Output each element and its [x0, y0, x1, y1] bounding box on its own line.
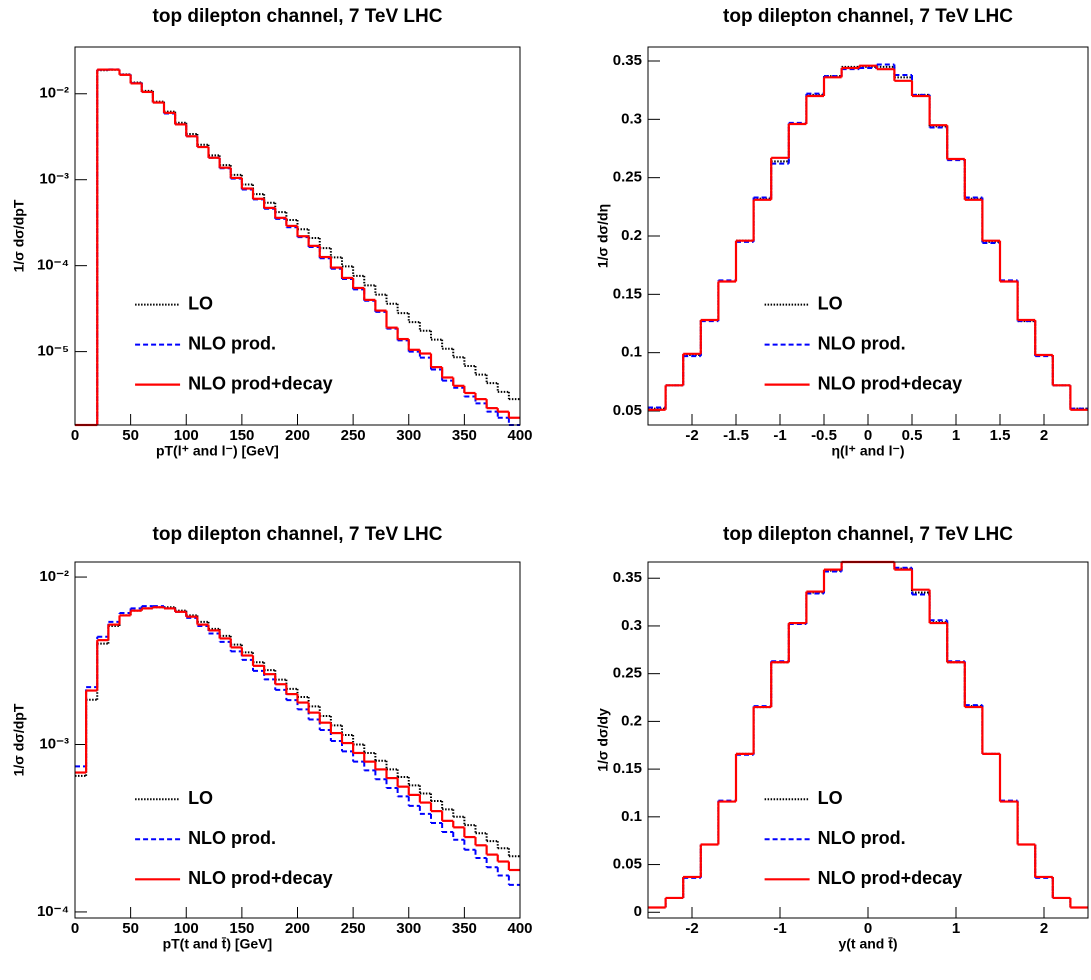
y-tick-label: 0.05 — [613, 856, 642, 873]
legend-label: NLO prod. — [188, 333, 276, 353]
x-tick-label: 350 — [452, 920, 477, 937]
x-tick-label: 50 — [122, 427, 139, 444]
x-tick-label: 1 — [952, 920, 960, 937]
y-tick-label: 0.2 — [621, 227, 642, 244]
y-axis-label: 1/σ dσ/dy — [595, 708, 611, 772]
y-axis-label: 1/σ dσ/dpT — [11, 703, 27, 776]
x-tick-label: -1 — [773, 427, 786, 444]
x-tick-label: 300 — [396, 427, 421, 444]
x-tick-label: 2 — [1040, 427, 1048, 444]
x-axis-label: pT(l⁺ and l⁻) [GeV] — [156, 443, 279, 459]
x-tick-label: 400 — [507, 920, 532, 937]
x-tick-label: 300 — [396, 920, 421, 937]
y-tick-label: 0 — [634, 903, 642, 920]
x-tick-label: 150 — [229, 427, 254, 444]
y-tick-label: 10⁻³ — [39, 735, 69, 752]
x-tick-label: 50 — [122, 920, 139, 937]
chart-title: top dilepton channel, 7 TeV LHC — [153, 524, 443, 545]
x-tick-label: 250 — [341, 920, 366, 937]
y-tick-label: 0.3 — [621, 617, 642, 634]
legend-label: NLO prod. — [818, 333, 906, 353]
x-tick-label: 0.5 — [902, 427, 923, 444]
plot-frame — [647, 46, 1089, 426]
y-tick-label: 10⁻³ — [39, 171, 69, 188]
x-tick-label: 150 — [229, 920, 254, 937]
y-tick-label: 0.05 — [613, 402, 642, 419]
chart-title: top dilepton channel, 7 TeV LHC — [723, 524, 1013, 545]
x-tick-label: 0 — [71, 920, 79, 937]
legend-label: NLO prod. — [188, 828, 276, 848]
x-tick-label: 0 — [864, 920, 872, 937]
y-tick-label: 10⁻⁴ — [37, 257, 69, 274]
x-tick-label: 1 — [952, 427, 960, 444]
y-tick-label: 0.1 — [621, 808, 642, 825]
y-tick-label: 0.25 — [613, 169, 642, 186]
plot-frame — [74, 561, 521, 919]
x-axis-label: η(l⁺ and l⁻) — [831, 443, 904, 459]
legend-label: LO — [818, 293, 843, 313]
x-tick-label: 0 — [864, 427, 872, 444]
legend-label: LO — [188, 788, 213, 808]
x-tick-label: -0.5 — [811, 427, 837, 444]
x-tick-label: 200 — [285, 920, 310, 937]
legend-label: NLO prod+decay — [188, 373, 333, 393]
y-tick-label: 0.35 — [613, 569, 642, 586]
x-tick-label: 250 — [341, 427, 366, 444]
y-tick-label: 0.2 — [621, 712, 642, 729]
x-tick-label: 100 — [174, 920, 199, 937]
legend-label: NLO prod+decay — [188, 868, 333, 888]
y-tick-label: 10⁻² — [39, 85, 69, 102]
x-axis-label: pT(t and t̄) [GeV] — [163, 935, 273, 951]
chart-title: top dilepton channel, 7 TeV LHC — [723, 6, 1013, 27]
legend-label: LO — [188, 293, 213, 313]
x-tick-label: 200 — [285, 427, 310, 444]
plot-frame — [647, 561, 1089, 919]
x-tick-label: 100 — [174, 427, 199, 444]
chart-title: top dilepton channel, 7 TeV LHC — [153, 6, 443, 27]
x-tick-label: 0 — [71, 427, 79, 444]
x-tick-label: -2 — [685, 427, 698, 444]
y-tick-label: 0.15 — [613, 285, 642, 302]
x-tick-label: -1 — [773, 920, 786, 937]
x-axis-label: y(t and t̄) — [838, 935, 897, 951]
y-tick-label: 10⁻² — [39, 568, 69, 585]
y-tick-label: 0.1 — [621, 344, 642, 361]
x-tick-label: 400 — [507, 427, 532, 444]
legend-label: NLO prod. — [818, 828, 906, 848]
plot-frame — [74, 46, 521, 426]
x-tick-label: 1.5 — [990, 427, 1011, 444]
y-tick-label: 0.35 — [613, 52, 642, 69]
legend-label: NLO prod+decay — [818, 868, 963, 888]
y-axis-label: 1/σ dσ/dη — [595, 204, 611, 268]
y-tick-label: 0.25 — [613, 665, 642, 682]
y-axis-label: 1/σ dσ/dpT — [11, 199, 27, 272]
legend-label: NLO prod+decay — [818, 373, 963, 393]
y-tick-label: 0.3 — [621, 110, 642, 127]
y-tick-label: 10⁻⁵ — [37, 343, 69, 360]
x-tick-label: -1.5 — [723, 427, 749, 444]
x-tick-label: -2 — [685, 920, 698, 937]
y-tick-label: 0.15 — [613, 760, 642, 777]
x-tick-label: 2 — [1040, 920, 1048, 937]
y-tick-label: 10⁻⁴ — [37, 903, 69, 920]
x-tick-label: 350 — [452, 427, 477, 444]
legend-label: LO — [818, 788, 843, 808]
